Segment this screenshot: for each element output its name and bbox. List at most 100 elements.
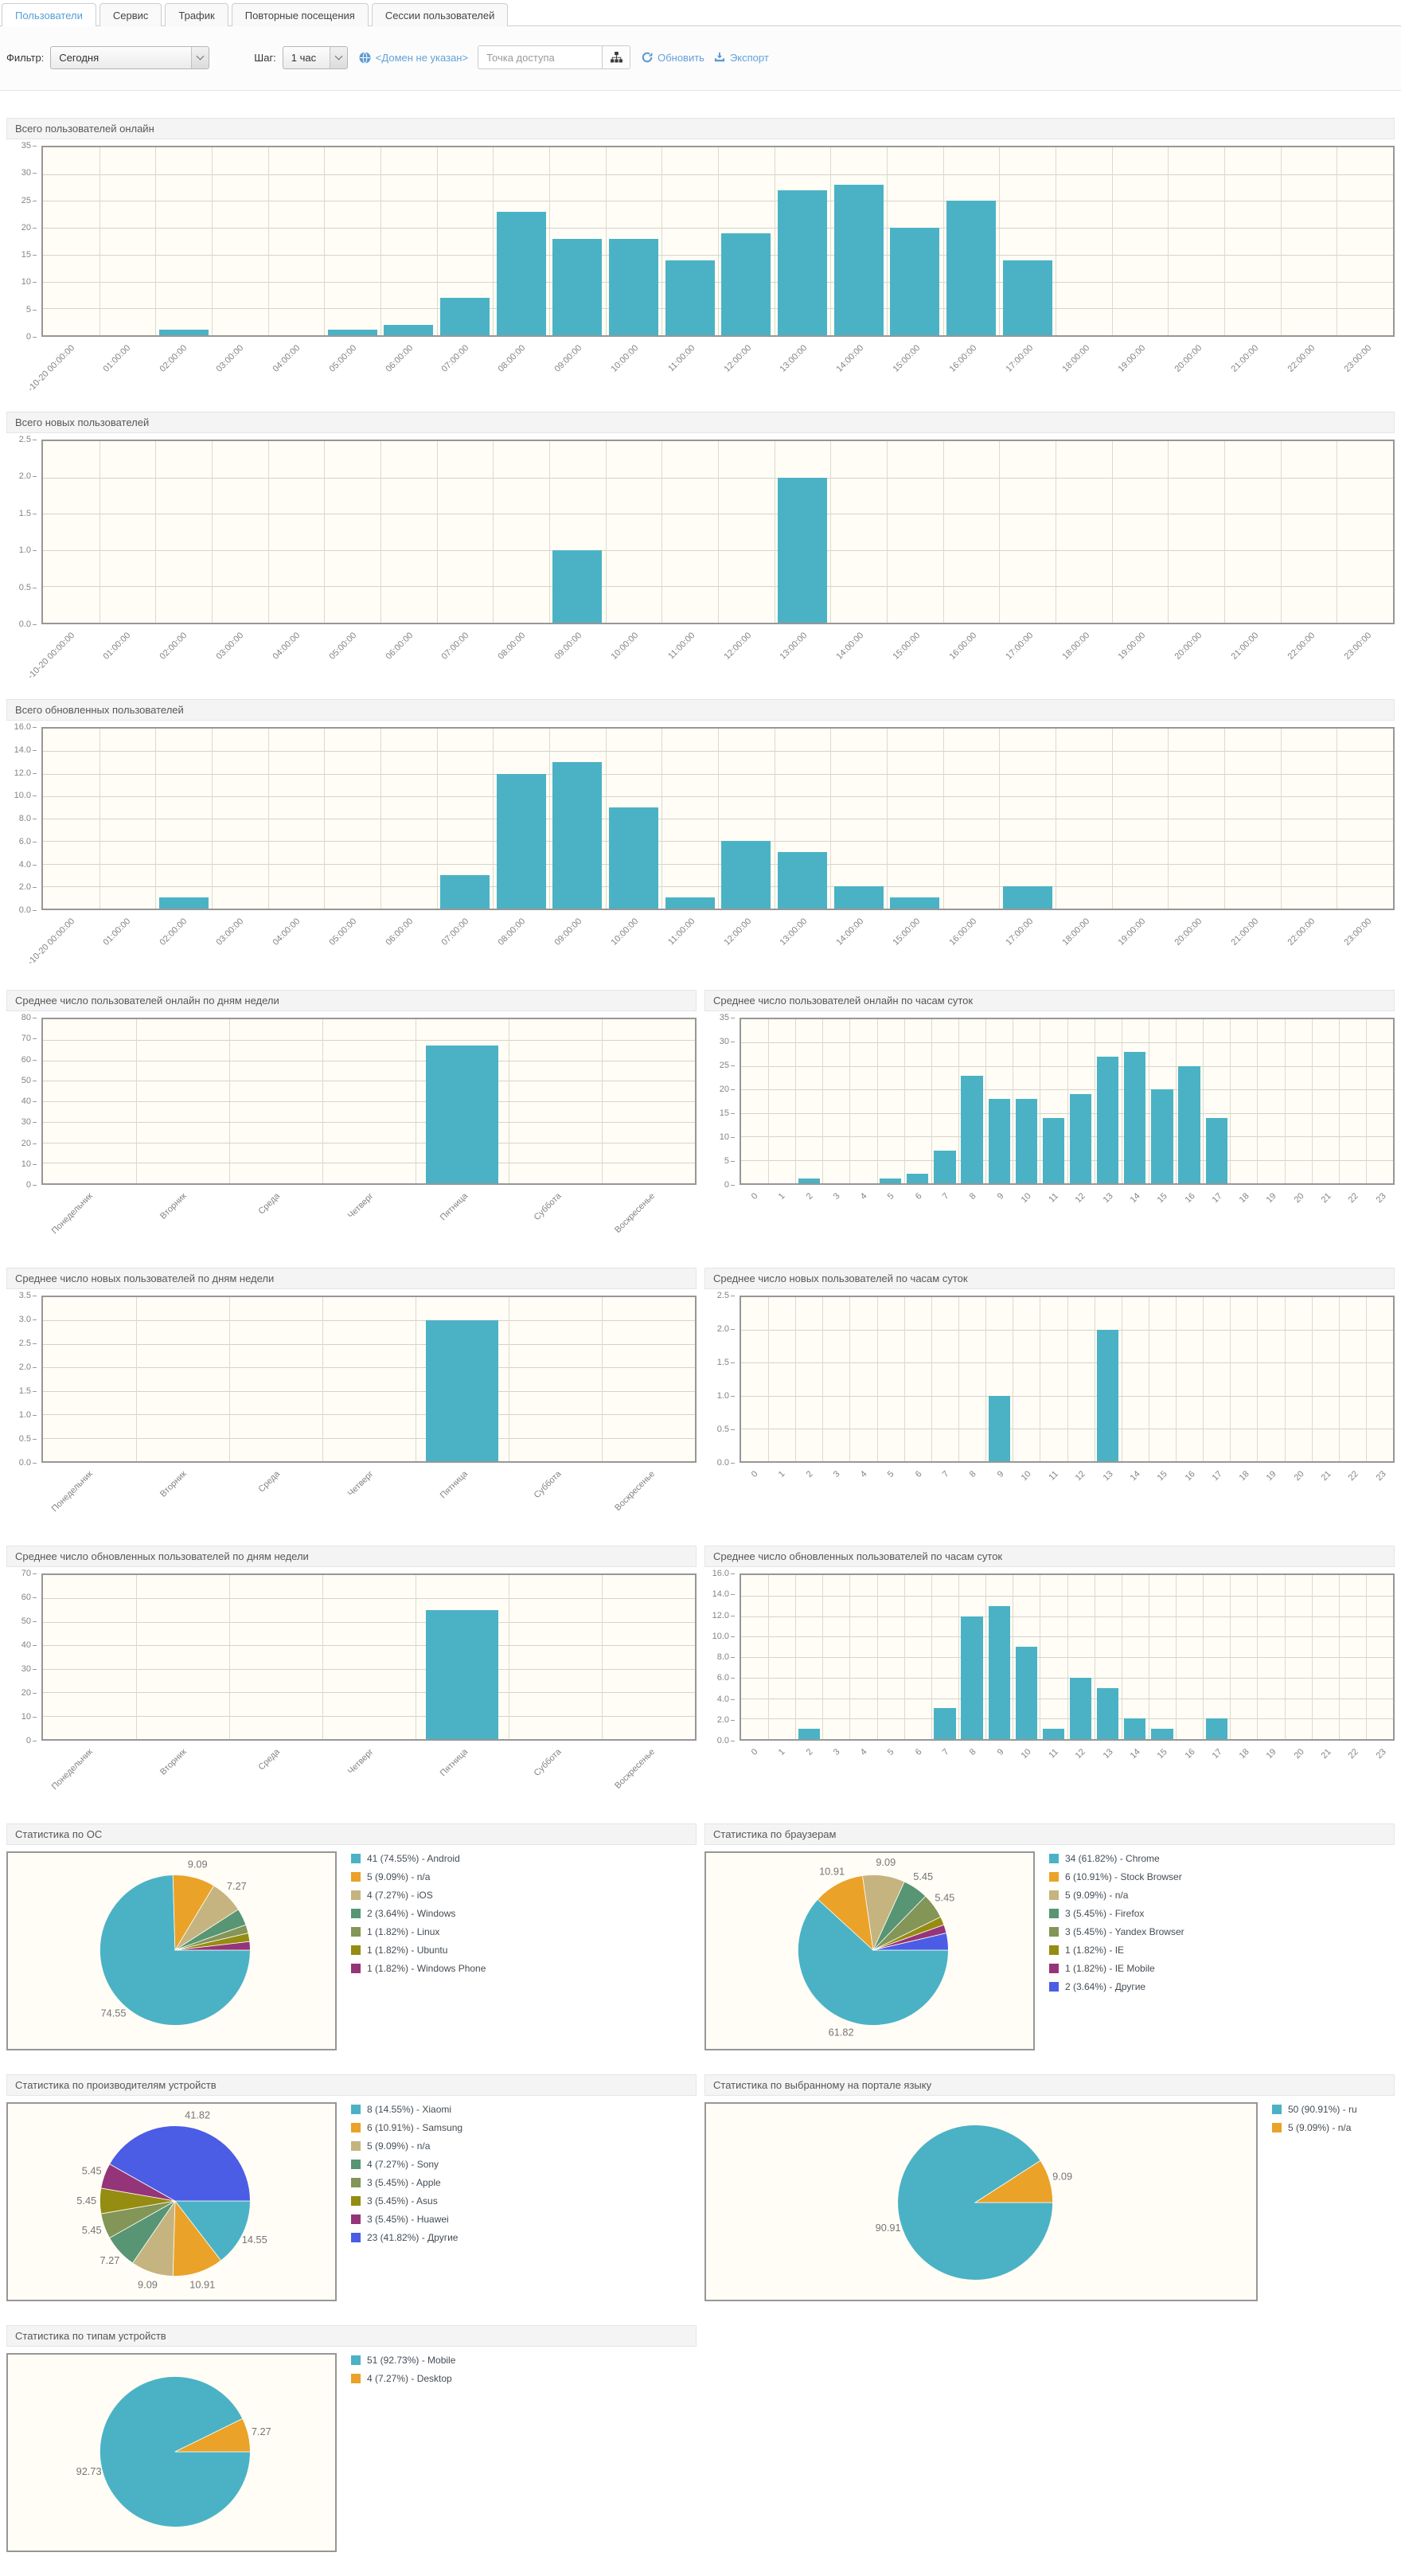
y-tick-label: 35 — [6, 140, 38, 151]
y-tick-label: 1.0 — [6, 1409, 38, 1421]
refresh-label: Обновить — [658, 51, 704, 64]
x-tick-label: 18 — [1237, 1747, 1251, 1761]
tab-service[interactable]: Сервис — [99, 3, 162, 26]
refresh-button[interactable]: Обновить — [642, 52, 704, 64]
access-point-input[interactable] — [478, 45, 603, 69]
legend-item: 34 (61.82%) - Chrome — [1049, 1853, 1184, 1864]
y-tick-label: 3.0 — [6, 1314, 38, 1325]
gridline — [1230, 1019, 1231, 1183]
pie-svg: 92.73 7.27 — [76, 2376, 271, 2527]
x-tick-label: 05:00:00 — [327, 917, 359, 948]
gridline — [549, 729, 550, 909]
export-button[interactable]: Экспорт — [714, 52, 769, 64]
chart-title: Статистика по ОС — [6, 1824, 697, 1845]
bar — [1069, 1677, 1092, 1739]
domain-link[interactable]: <Домен не указан> — [375, 51, 469, 64]
gridline — [822, 1575, 824, 1739]
gridline — [849, 1297, 851, 1461]
legend-label: 5 (9.09%) - n/a — [367, 1871, 431, 1882]
filter-select[interactable]: Сегодня — [50, 45, 210, 69]
access-point-tree-button[interactable] — [602, 45, 631, 69]
gridline — [493, 729, 494, 909]
gridline — [1284, 1297, 1286, 1461]
legend-item: 6 (10.91%) - Samsung — [351, 2122, 462, 2133]
pie-value-label: 61.82 — [829, 2027, 854, 2039]
x-tick-label: 4 — [858, 1469, 869, 1480]
bar — [777, 852, 828, 909]
gridline — [602, 1297, 603, 1461]
bar — [552, 762, 603, 909]
bar — [890, 897, 940, 909]
x-tick-label: 1 — [777, 1191, 787, 1202]
gridline — [43, 1343, 695, 1345]
tab-users[interactable]: Пользователи — [2, 3, 96, 26]
x-tick-label: Понедельник — [50, 1747, 96, 1792]
legend-item: 1 (1.82%) - Windows Phone — [351, 1963, 486, 1974]
bar — [721, 841, 771, 909]
chart-legend: 51 (92.73%) - Mobile 4 (7.27%) - Desktop — [351, 2355, 455, 2391]
bar — [777, 477, 828, 623]
x-tick-label: Понедельник — [50, 1191, 96, 1237]
y-tick-label: 6.0 — [6, 836, 38, 847]
bar — [384, 324, 434, 335]
y-tick-label: 20 — [6, 222, 38, 233]
pie-area: 61.82 10.91 9.09 5.45 5.45 34 (61.82%) - Chr… — [704, 1851, 1395, 2050]
gridline — [887, 729, 888, 909]
legend-swatch — [351, 1872, 361, 1882]
y-tick-label: 8.0 — [6, 813, 38, 824]
x-tick-label: 4 — [858, 1191, 869, 1202]
gridline — [322, 1575, 323, 1739]
y-tick-label: 3.5 — [6, 1290, 38, 1301]
x-tick-label: 23:00:00 — [1342, 917, 1374, 948]
y-tick-label: 30 — [6, 1116, 38, 1128]
y-tick-label: 35 — [704, 1012, 736, 1023]
gridline — [322, 1297, 323, 1461]
pie-value-label: 9.09 — [138, 2279, 158, 2291]
y-tick-label: 0.0 — [704, 1457, 736, 1468]
legend-swatch — [1049, 1945, 1059, 1955]
y-tick-label: 10.0 — [704, 1631, 736, 1642]
step-select[interactable]: 1 час — [282, 45, 348, 69]
gridline — [958, 1019, 959, 1183]
x-tick-label: 19 — [1265, 1469, 1279, 1483]
bar-chart-online-by-time: 0 5 10 15 20 25 30 35 -10-20 00:00:00 01:00:00 02:… — [6, 141, 1395, 393]
x-tick-label: 21 — [1319, 1191, 1333, 1206]
gridline — [1111, 729, 1113, 909]
gridline — [136, 1019, 137, 1183]
tab-repeat-visits[interactable]: Повторные посещения — [231, 3, 369, 26]
x-tick-label: 13 — [1101, 1191, 1115, 1206]
x-tick-label: 8 — [968, 1747, 978, 1757]
gridline — [1338, 1575, 1340, 1739]
pie-value-label: 41.82 — [185, 2109, 210, 2121]
x-tick-label: 6 — [913, 1469, 924, 1480]
gridline — [795, 1575, 797, 1739]
x-tick-label: Среда — [256, 1747, 283, 1773]
x-tick-label: 18 — [1237, 1191, 1251, 1206]
gridline — [985, 1019, 987, 1183]
legend-label: 1 (1.82%) - Ubuntu — [367, 1945, 448, 1956]
gridline — [1203, 1019, 1204, 1183]
chart-legend: 8 (14.55%) - Xiaomi 6 (10.91%) - Samsung 5… — [351, 2104, 462, 2250]
x-tick-label: 02:00:00 — [158, 917, 189, 948]
x-tick-label: Пятница — [438, 1747, 470, 1779]
panel-device-type-stats: Статистика по типам устройств 92.73 7.27 … — [6, 2325, 697, 2552]
tab-traffic[interactable]: Трафик — [165, 3, 228, 26]
tab-user-sessions[interactable]: Сессии пользователей — [371, 3, 509, 26]
gridline — [822, 1019, 824, 1183]
pie-svg: 14.55 10.91 9.09 7.27 5.45 5.45 5.45 41.82 — [76, 2109, 267, 2291]
bar — [496, 773, 546, 909]
x-tick-label: 19:00:00 — [1116, 343, 1148, 374]
y-tick-label: 0.5 — [6, 1433, 38, 1444]
gridline — [43, 1437, 695, 1439]
x-tick-label: 11:00:00 — [665, 917, 697, 948]
gridline — [1175, 1297, 1177, 1461]
y-tick-label: 2.0 — [704, 1323, 736, 1335]
gridline — [931, 1297, 932, 1461]
x-tick-label: 10:00:00 — [609, 631, 641, 662]
x-tick-label: 20 — [1292, 1469, 1306, 1483]
plot-area — [740, 1018, 1395, 1185]
pie-slice — [974, 2160, 1053, 2203]
bar — [425, 1046, 499, 1183]
y-tick-label: 40 — [6, 1096, 38, 1107]
y-tick-label: 10.0 — [6, 790, 38, 801]
